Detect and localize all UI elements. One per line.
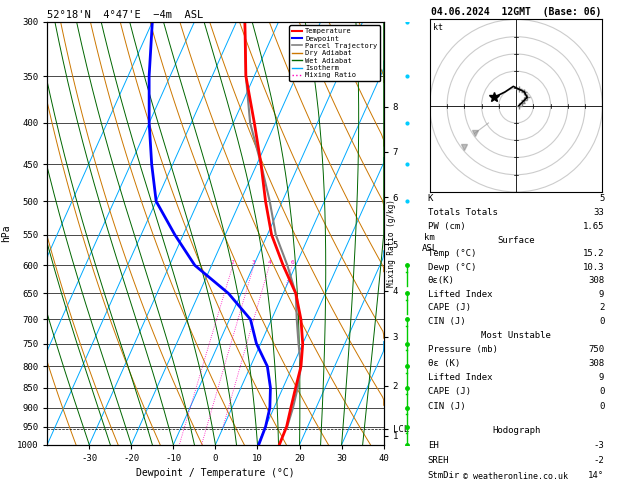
Text: CIN (J): CIN (J): [428, 401, 465, 411]
Text: Mixing Ratio (g/kg): Mixing Ratio (g/kg): [387, 199, 396, 287]
Text: Temp (°C): Temp (°C): [428, 249, 476, 258]
Text: 9: 9: [599, 290, 604, 299]
Text: Hodograph: Hodograph: [492, 426, 540, 435]
Y-axis label: km
ASL: km ASL: [421, 233, 438, 253]
Text: K: K: [428, 194, 433, 203]
Text: Surface: Surface: [498, 236, 535, 244]
Text: StmDir: StmDir: [428, 471, 460, 480]
Text: 1.65: 1.65: [583, 222, 604, 231]
Text: 14°: 14°: [588, 471, 604, 480]
Text: CAPE (J): CAPE (J): [428, 303, 471, 312]
Text: PW (cm): PW (cm): [428, 222, 465, 231]
Text: Lifted Index: Lifted Index: [428, 373, 493, 382]
Text: Lifted Index: Lifted Index: [428, 290, 493, 299]
Text: -2: -2: [594, 456, 604, 465]
Text: 0: 0: [599, 387, 604, 397]
Text: 52°18'N  4°47'E  −4m  ASL: 52°18'N 4°47'E −4m ASL: [47, 10, 203, 20]
Legend: Temperature, Dewpoint, Parcel Trajectory, Dry Adiabat, Wet Adiabat, Isotherm, Mi: Temperature, Dewpoint, Parcel Trajectory…: [289, 25, 380, 81]
Text: θε(K): θε(K): [428, 276, 455, 285]
Text: 2: 2: [231, 260, 235, 265]
Text: 750: 750: [588, 345, 604, 354]
Text: CIN (J): CIN (J): [428, 317, 465, 326]
Text: 4: 4: [267, 260, 271, 265]
Text: © weatheronline.co.uk: © weatheronline.co.uk: [464, 472, 568, 481]
Text: -3: -3: [594, 441, 604, 450]
Text: Pressure (mb): Pressure (mb): [428, 345, 498, 354]
Text: CAPE (J): CAPE (J): [428, 387, 471, 397]
Text: 6: 6: [290, 260, 294, 265]
Y-axis label: hPa: hPa: [1, 225, 11, 242]
Text: Most Unstable: Most Unstable: [481, 330, 551, 340]
Text: 3: 3: [252, 260, 256, 265]
Text: 308: 308: [588, 359, 604, 368]
Text: Dewp (°C): Dewp (°C): [428, 262, 476, 272]
Text: Totals Totals: Totals Totals: [428, 208, 498, 217]
Text: EH: EH: [428, 441, 438, 450]
Text: kt: kt: [433, 23, 443, 32]
Text: 33: 33: [594, 208, 604, 217]
X-axis label: Dewpoint / Temperature (°C): Dewpoint / Temperature (°C): [136, 469, 295, 478]
Text: SREH: SREH: [428, 456, 449, 465]
Text: 15.2: 15.2: [583, 249, 604, 258]
Text: 5: 5: [599, 194, 604, 203]
Text: 2: 2: [599, 303, 604, 312]
Text: 10.3: 10.3: [583, 262, 604, 272]
Text: 0: 0: [599, 317, 604, 326]
Text: 9: 9: [599, 373, 604, 382]
Text: 0: 0: [599, 401, 604, 411]
Text: θε (K): θε (K): [428, 359, 460, 368]
Text: 04.06.2024  12GMT  (Base: 06): 04.06.2024 12GMT (Base: 06): [431, 7, 601, 17]
Text: 308: 308: [588, 276, 604, 285]
